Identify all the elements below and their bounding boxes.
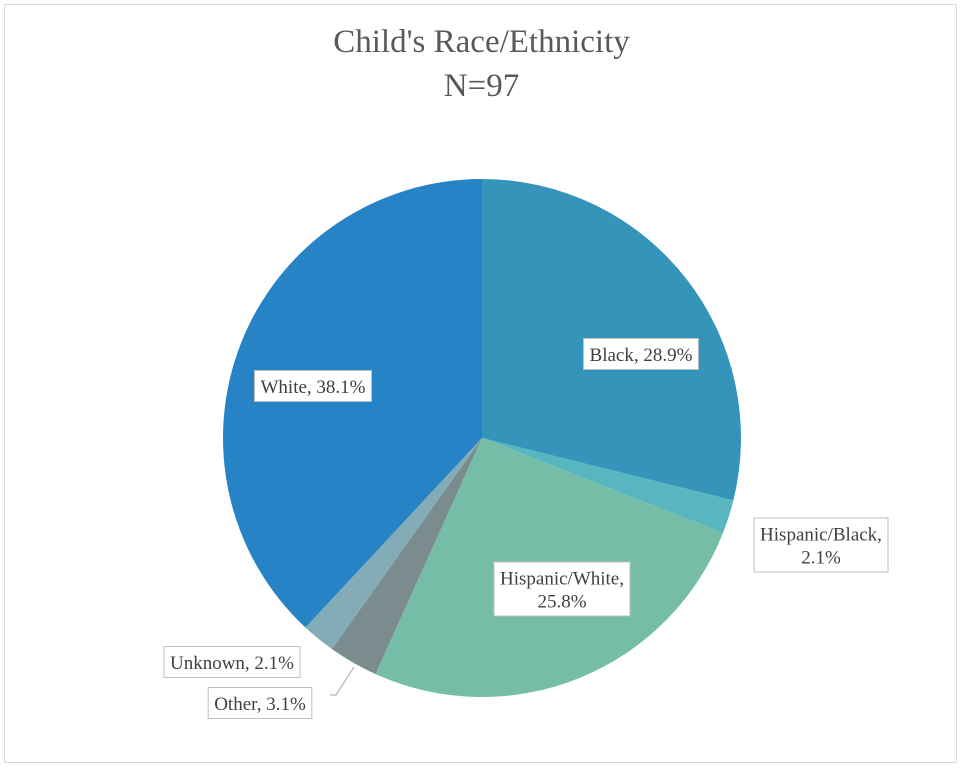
- pie-slice-unknown: [305, 438, 482, 650]
- data-label-box: [163, 646, 301, 678]
- data-label-text: Black, 28.9%: [590, 345, 693, 366]
- pie-slices: [223, 179, 742, 698]
- pie-slice-other: [331, 438, 482, 675]
- data-label-text: Unknown, 2.1%: [170, 653, 294, 674]
- data-label-hispanic-black: Hispanic/Black,2.1%: [753, 517, 889, 573]
- leader-lines: [330, 666, 355, 696]
- data-label-text: Hispanic/Black,: [760, 525, 882, 546]
- data-label-box: [207, 687, 313, 719]
- data-label-box: [254, 370, 372, 402]
- data-label-text: Other, 3.1%: [214, 694, 306, 715]
- data-label-box: [753, 517, 889, 573]
- data-label-hispanic-white: Hispanic/White,25.8%: [493, 561, 631, 617]
- data-label-black: Black, 28.9%: [583, 338, 699, 370]
- data-label-unknown: Unknown, 2.1%: [163, 646, 301, 678]
- data-label-box: [583, 338, 699, 370]
- pie-slice-hispanic-black: [482, 438, 734, 533]
- data-label-box: [493, 561, 631, 617]
- data-label-text: 2.1%: [801, 548, 841, 569]
- data-label-other: Other, 3.1%: [207, 687, 313, 719]
- data-label-text: 25.8%: [537, 592, 586, 613]
- data-label-text: White, 38.1%: [260, 377, 365, 398]
- pie-slice-white: [223, 179, 482, 628]
- chart-subtitle: N=97: [443, 68, 520, 104]
- leader-line-other: [330, 666, 355, 696]
- data-label-white: White, 38.1%: [254, 370, 372, 402]
- chart-title: Child's Race/Ethnicity: [333, 24, 630, 60]
- data-labels: Black, 28.9%Hispanic/Black,2.1%Hispanic/…: [163, 338, 889, 719]
- data-label-text: Hispanic/White,: [500, 569, 624, 590]
